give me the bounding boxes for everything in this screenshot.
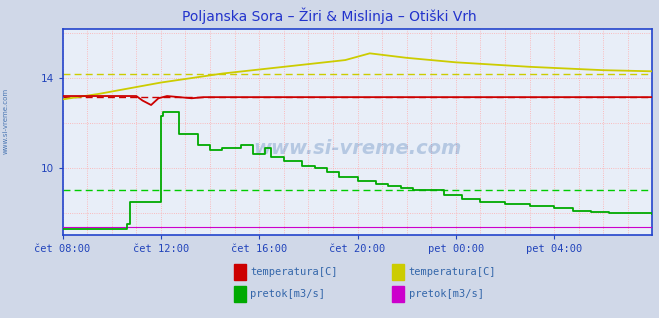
Text: Poljanska Sora – Žiri & Mislinja – Otiški Vrh: Poljanska Sora – Žiri & Mislinja – Otišk…: [182, 8, 477, 24]
Text: temperatura[C]: temperatura[C]: [250, 267, 338, 277]
Text: pretok[m3/s]: pretok[m3/s]: [409, 289, 484, 299]
Text: www.si-vreme.com: www.si-vreme.com: [2, 88, 9, 154]
Text: pretok[m3/s]: pretok[m3/s]: [250, 289, 326, 299]
Text: www.si-vreme.com: www.si-vreme.com: [253, 139, 462, 158]
Text: temperatura[C]: temperatura[C]: [409, 267, 496, 277]
